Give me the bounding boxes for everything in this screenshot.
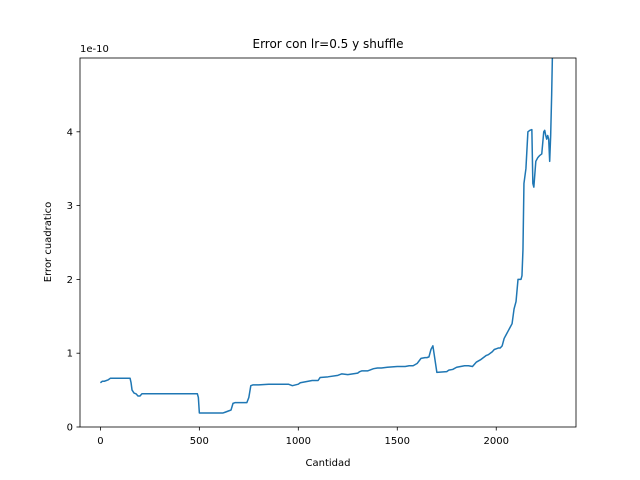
- x-axis-label: Cantidad: [306, 458, 351, 469]
- y-tick-label: 3: [67, 201, 73, 212]
- x-tick-label: 0: [97, 436, 103, 447]
- plot-area: 0 500 1000 1500 2000 0 1 2 3 4: [67, 57, 577, 447]
- data-line-series-0: [99, 58, 554, 414]
- y-tick-label: 1: [67, 349, 73, 360]
- y-tick-label: 4: [67, 127, 73, 138]
- y-axis-label: Error cuadratico: [43, 202, 54, 282]
- plot-frame: [79, 57, 577, 428]
- y-tick-label: 0: [67, 423, 73, 434]
- y-axis-multiplier: 1e-10: [80, 44, 109, 55]
- x-tick-label: 1000: [286, 436, 311, 447]
- chart-title: Error con lr=0.5 y shuffle: [252, 37, 403, 51]
- x-tick-label: 1500: [385, 436, 410, 447]
- y-tick-label: 2: [67, 275, 73, 286]
- x-tick-label: 2000: [484, 436, 509, 447]
- x-tick-label: 500: [190, 436, 209, 447]
